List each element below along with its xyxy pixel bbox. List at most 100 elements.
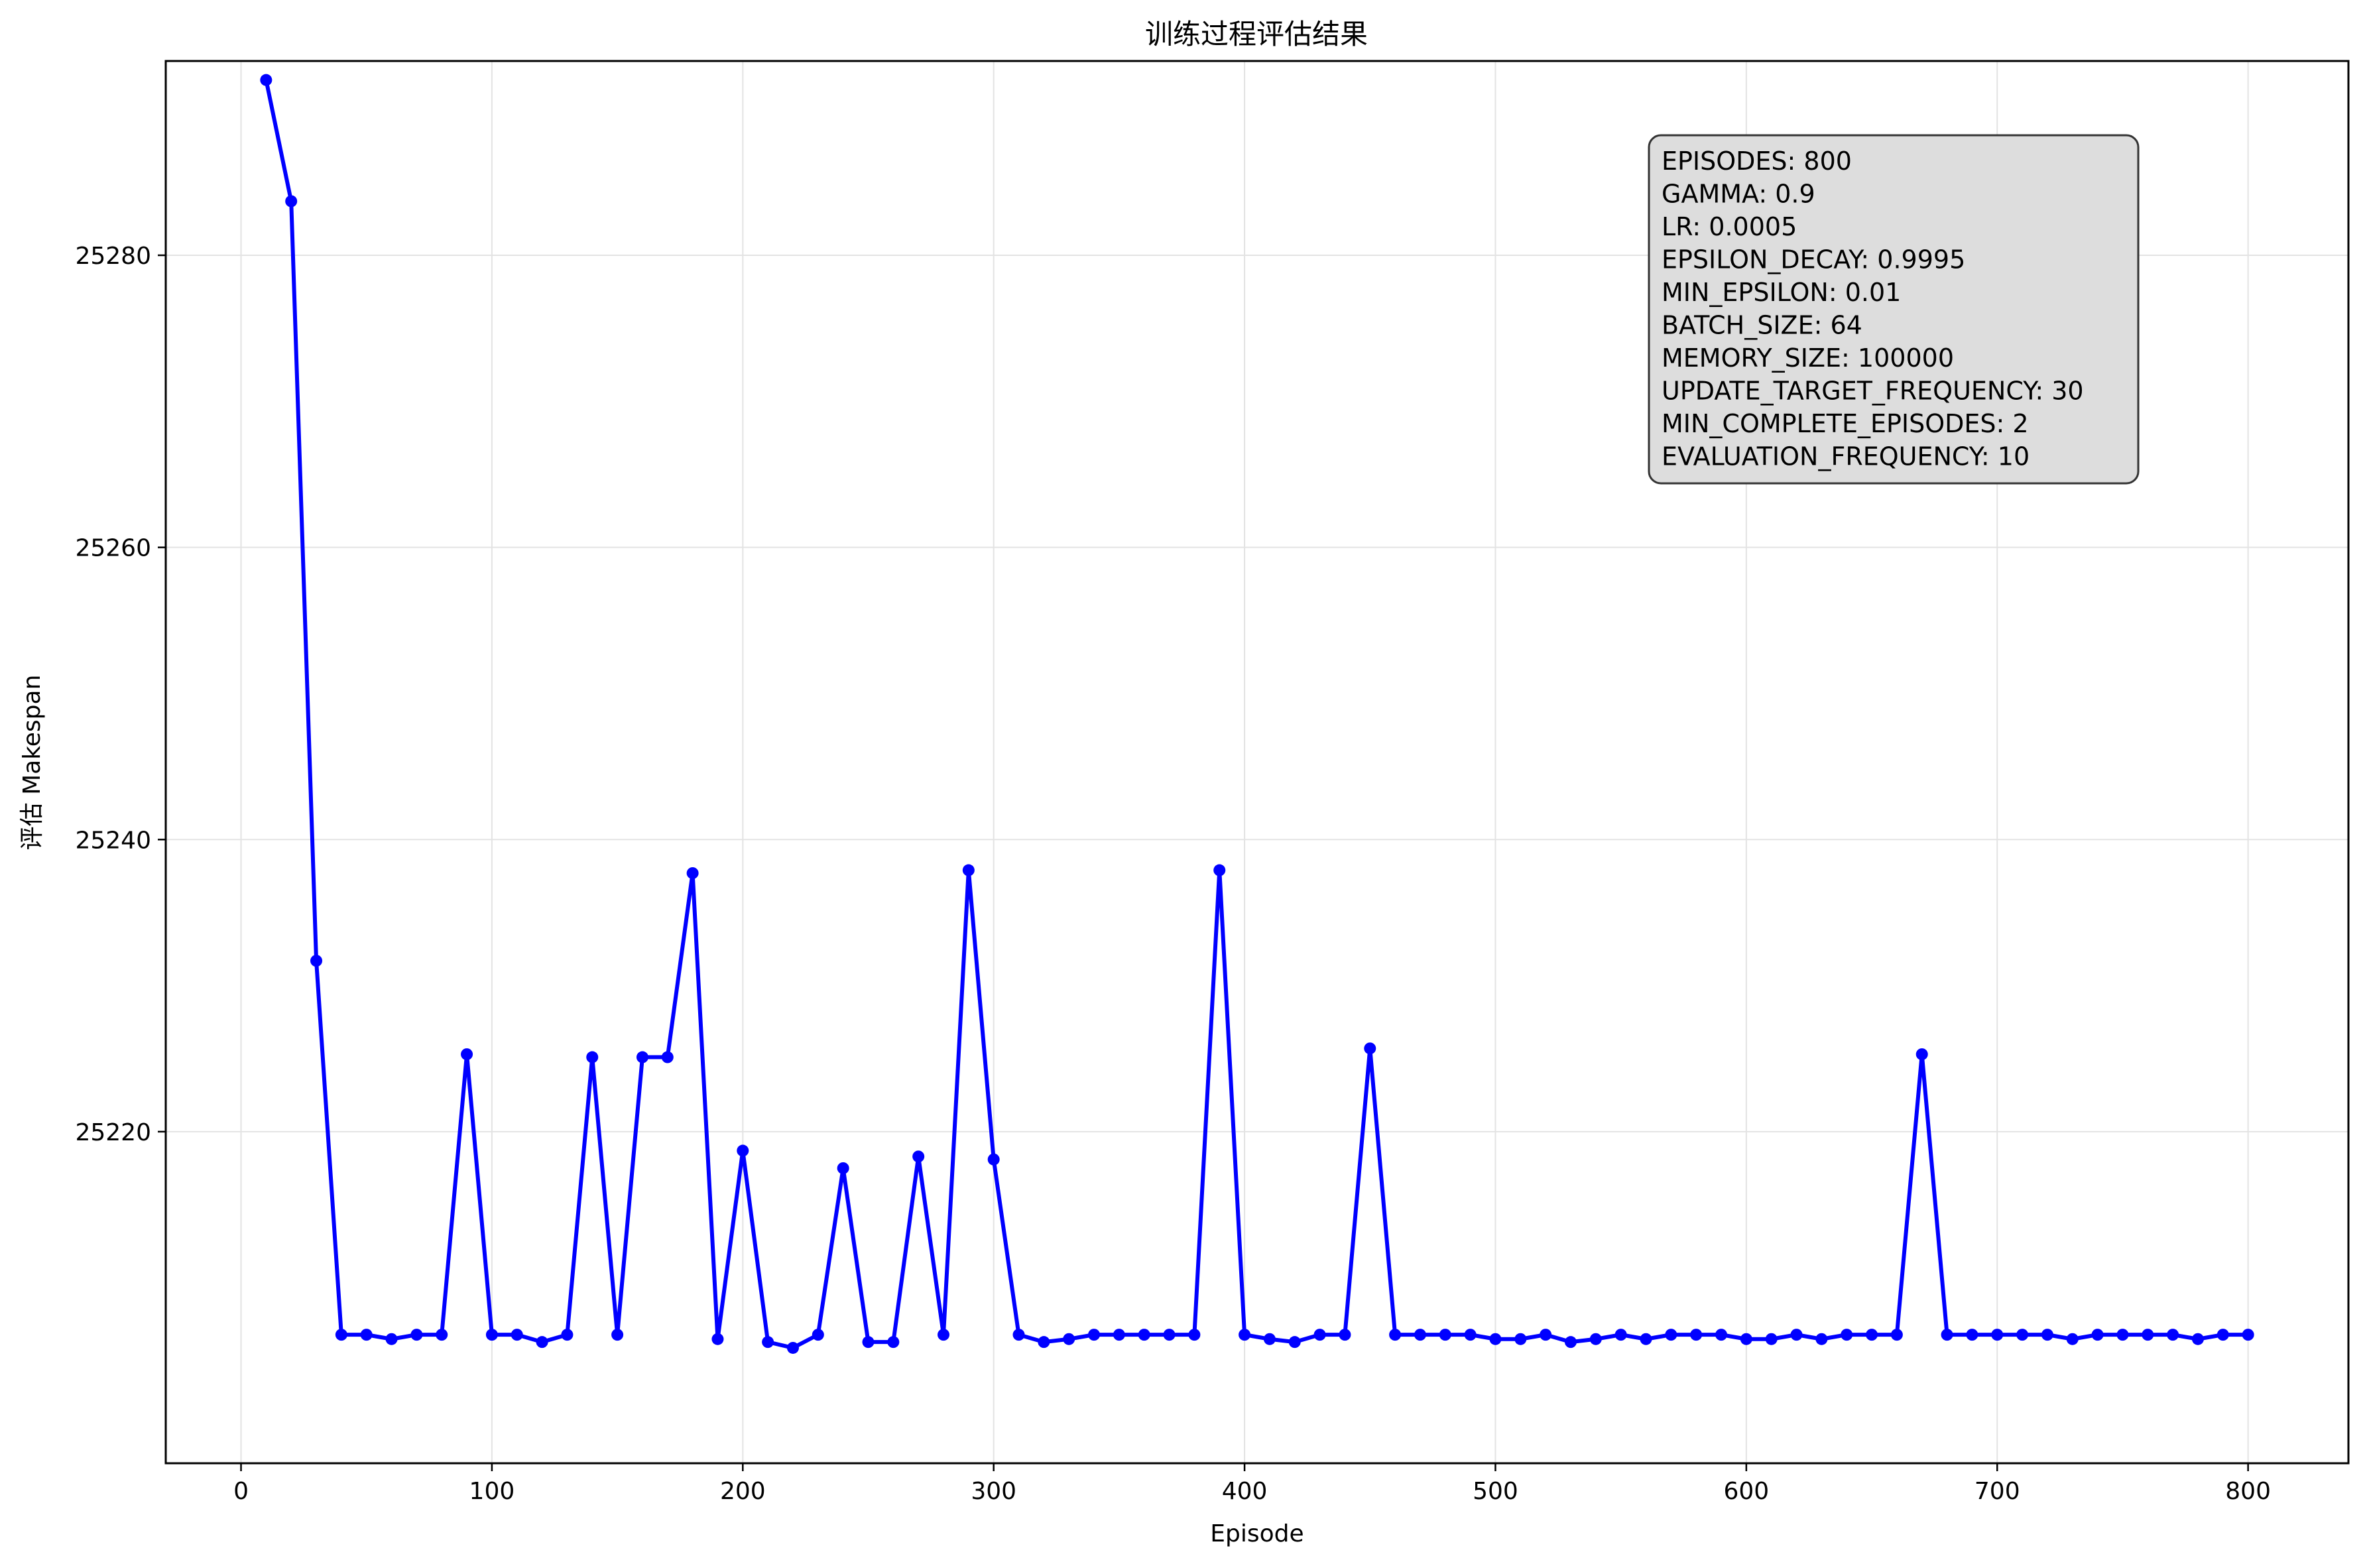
- data-point: [762, 1336, 774, 1349]
- data-point: [2016, 1329, 2029, 1341]
- data-point: [611, 1329, 624, 1341]
- y-tick-label: 25220: [75, 1119, 151, 1146]
- data-point: [1038, 1336, 1050, 1349]
- data-point: [1564, 1336, 1577, 1349]
- parameter-box: EPISODES: 800 GAMMA: 0.9 LR: 0.0005 EPSILON…: [1648, 134, 2140, 485]
- data-point: [1188, 1329, 1201, 1341]
- parameter-line: EPSILON_DECAY: 0.9995: [1662, 245, 1965, 274]
- x-axis-label: Episode: [1210, 1520, 1304, 1547]
- data-point: [1489, 1333, 1502, 1345]
- data-point: [962, 864, 975, 876]
- data-point: [636, 1051, 648, 1063]
- data-point: [285, 195, 298, 208]
- data-point: [686, 867, 699, 879]
- data-point: [1138, 1329, 1150, 1341]
- data-point: [737, 1144, 749, 1157]
- data-point: [812, 1329, 824, 1341]
- data-point: [1665, 1329, 1677, 1341]
- x-tick-label: 100: [469, 1478, 515, 1505]
- x-tick-label: 500: [1473, 1478, 1518, 1505]
- data-point: [1841, 1329, 1853, 1341]
- data-point: [938, 1329, 950, 1341]
- parameter-box-background: [1648, 134, 2140, 485]
- y-tick-label: 25280: [75, 243, 151, 270]
- data-point: [1765, 1333, 1778, 1345]
- data-point: [1389, 1329, 1402, 1341]
- data-point: [1941, 1329, 1953, 1341]
- data-point: [912, 1150, 925, 1163]
- y-tick-label: 25260: [75, 535, 151, 562]
- data-point: [2066, 1333, 2079, 1345]
- data-point: [987, 1153, 1000, 1166]
- data-point: [1239, 1329, 1251, 1341]
- x-tick-label: 800: [2225, 1478, 2271, 1505]
- data-point: [1540, 1329, 1552, 1341]
- data-point: [1740, 1333, 1752, 1345]
- data-point: [2142, 1329, 2154, 1341]
- data-point: [2216, 1329, 2229, 1341]
- data-point: [310, 955, 323, 967]
- data-point: [335, 1329, 347, 1341]
- data-point: [461, 1048, 473, 1061]
- data-point: [485, 1329, 498, 1341]
- data-point: [1364, 1042, 1376, 1055]
- parameter-line: LR: 0.0005: [1662, 212, 1797, 241]
- data-point: [1339, 1329, 1351, 1341]
- data-point: [2167, 1329, 2179, 1341]
- data-point: [1589, 1333, 1602, 1345]
- data-point: [1790, 1329, 1803, 1341]
- data-point: [711, 1333, 724, 1345]
- data-point: [436, 1329, 448, 1341]
- data-point: [1439, 1329, 1451, 1341]
- data-point: [2191, 1333, 2204, 1345]
- parameter-line: MEMORY_SIZE: 100000: [1662, 343, 1954, 373]
- parameter-line: UPDATE_TARGET_FREQUENCY: 30: [1662, 377, 2084, 406]
- data-point: [536, 1336, 548, 1349]
- x-tick-label: 600: [1724, 1478, 1770, 1505]
- data-point: [1915, 1048, 1928, 1061]
- data-point: [2091, 1329, 2104, 1341]
- data-point: [661, 1051, 674, 1063]
- data-point: [561, 1329, 574, 1341]
- x-tick-label: 0: [233, 1478, 249, 1505]
- data-point: [2116, 1329, 2129, 1341]
- data-point: [1815, 1333, 1828, 1345]
- series-line: [264, 80, 2248, 1350]
- data-point: [360, 1329, 373, 1341]
- data-point: [786, 1341, 799, 1354]
- data-point: [586, 1051, 599, 1063]
- data-point: [1113, 1329, 1125, 1341]
- parameter-line: EPISODES: 800: [1662, 147, 1852, 176]
- data-point: [260, 74, 273, 86]
- data-point: [1313, 1329, 1326, 1341]
- data-point: [1288, 1336, 1301, 1349]
- data-point: [1991, 1329, 2004, 1341]
- data-point: [1063, 1333, 1075, 1345]
- x-tick-label: 200: [720, 1478, 766, 1505]
- data-point: [1464, 1329, 1477, 1341]
- data-point: [1263, 1333, 1276, 1345]
- plot-frame: [164, 60, 2350, 1465]
- data-point: [1890, 1329, 1903, 1341]
- data-point: [1640, 1333, 1652, 1345]
- x-tick-label: 700: [1974, 1478, 2020, 1505]
- chart-title: 训练过程评估结果: [1145, 18, 1368, 50]
- data-point: [1213, 864, 1226, 876]
- x-tick-label: 400: [1222, 1478, 1268, 1505]
- axis-ticks: 0 100 200 300 400 500 600 700 800 25220 25240 25260…: [75, 243, 2271, 1505]
- parameter-line: BATCH_SIZE: 64: [1662, 311, 1862, 340]
- data-point: [837, 1162, 849, 1174]
- data-point: [511, 1329, 523, 1341]
- data-point: [1715, 1329, 1728, 1341]
- data-point: [1966, 1329, 1978, 1341]
- data-point: [887, 1336, 900, 1349]
- data-point: [2242, 1329, 2254, 1341]
- data-point: [410, 1329, 423, 1341]
- parameter-lines: EPISODES: 800 GAMMA: 0.9 LR: 0.0005 EPSILON…: [1662, 147, 2084, 471]
- data-point: [385, 1333, 398, 1345]
- data-point: [1866, 1329, 1878, 1341]
- data-point: [862, 1336, 875, 1349]
- parameter-line: MIN_EPSILON: 0.01: [1662, 278, 1901, 307]
- parameter-line: GAMMA: 0.9: [1662, 180, 1815, 209]
